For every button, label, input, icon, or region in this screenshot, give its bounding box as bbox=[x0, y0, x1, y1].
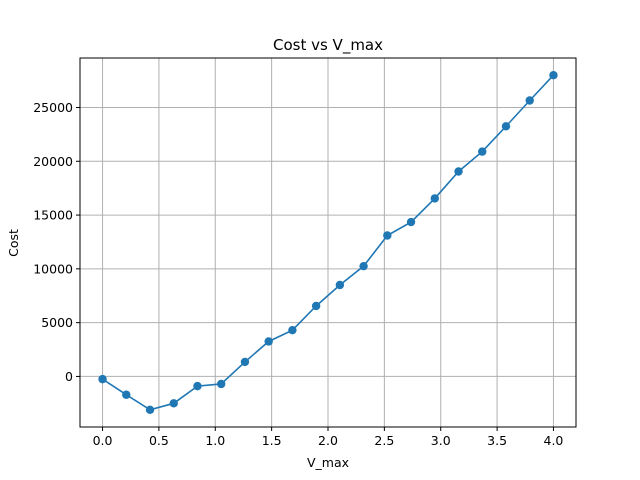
y-axis: 0 5000 10000 15000 20000 25000 bbox=[33, 100, 80, 384]
data-point bbox=[406, 217, 416, 227]
y-tick-label: 10000 bbox=[33, 261, 73, 276]
data-point bbox=[454, 167, 463, 176]
x-tick-label: 1.0 bbox=[205, 433, 225, 448]
x-tick-label: 4.0 bbox=[544, 433, 564, 448]
x-tick-label: 2.0 bbox=[318, 433, 338, 448]
data-point bbox=[145, 405, 155, 414]
data-point bbox=[98, 374, 107, 384]
data-point bbox=[193, 381, 202, 391]
grid bbox=[80, 58, 576, 427]
data-point bbox=[217, 379, 226, 389]
data-point bbox=[122, 390, 131, 399]
data-point bbox=[169, 399, 178, 408]
x-tick-label: 2.5 bbox=[374, 433, 394, 448]
x-tick-label: 3.0 bbox=[431, 433, 451, 448]
x-tick-label: 3.5 bbox=[487, 433, 507, 448]
chart-title: Cost vs V_max bbox=[273, 36, 383, 55]
data-point bbox=[383, 231, 392, 240]
x-tick-label: 0.5 bbox=[149, 433, 169, 448]
data-point bbox=[525, 96, 534, 105]
data-point bbox=[288, 325, 297, 335]
x-axis-label: V_max bbox=[307, 455, 349, 470]
x-axis: 0.0 0.5 1.0 1.5 2.0 2.5 3.0 3.5 4.0 bbox=[93, 427, 564, 448]
y-tick-label: 25000 bbox=[33, 100, 73, 115]
y-tick-label: 15000 bbox=[33, 208, 73, 223]
data-point bbox=[501, 122, 511, 131]
data-point bbox=[430, 194, 439, 203]
y-tick-label: 5000 bbox=[41, 315, 73, 330]
y-tick-label: 0 bbox=[65, 369, 73, 384]
y-tick-label: 20000 bbox=[33, 154, 73, 169]
data-point bbox=[478, 147, 487, 156]
data-point bbox=[359, 261, 368, 271]
data-point bbox=[549, 71, 558, 80]
data-point bbox=[240, 357, 250, 367]
data-point bbox=[335, 280, 345, 290]
data-point bbox=[311, 301, 321, 311]
x-tick-label: 1.5 bbox=[262, 433, 282, 448]
series-line bbox=[102, 74, 555, 411]
data-point bbox=[264, 337, 273, 346]
y-axis-label: Cost bbox=[6, 229, 21, 257]
series-layer bbox=[98, 71, 558, 414]
x-tick-label: 0.0 bbox=[93, 433, 113, 448]
